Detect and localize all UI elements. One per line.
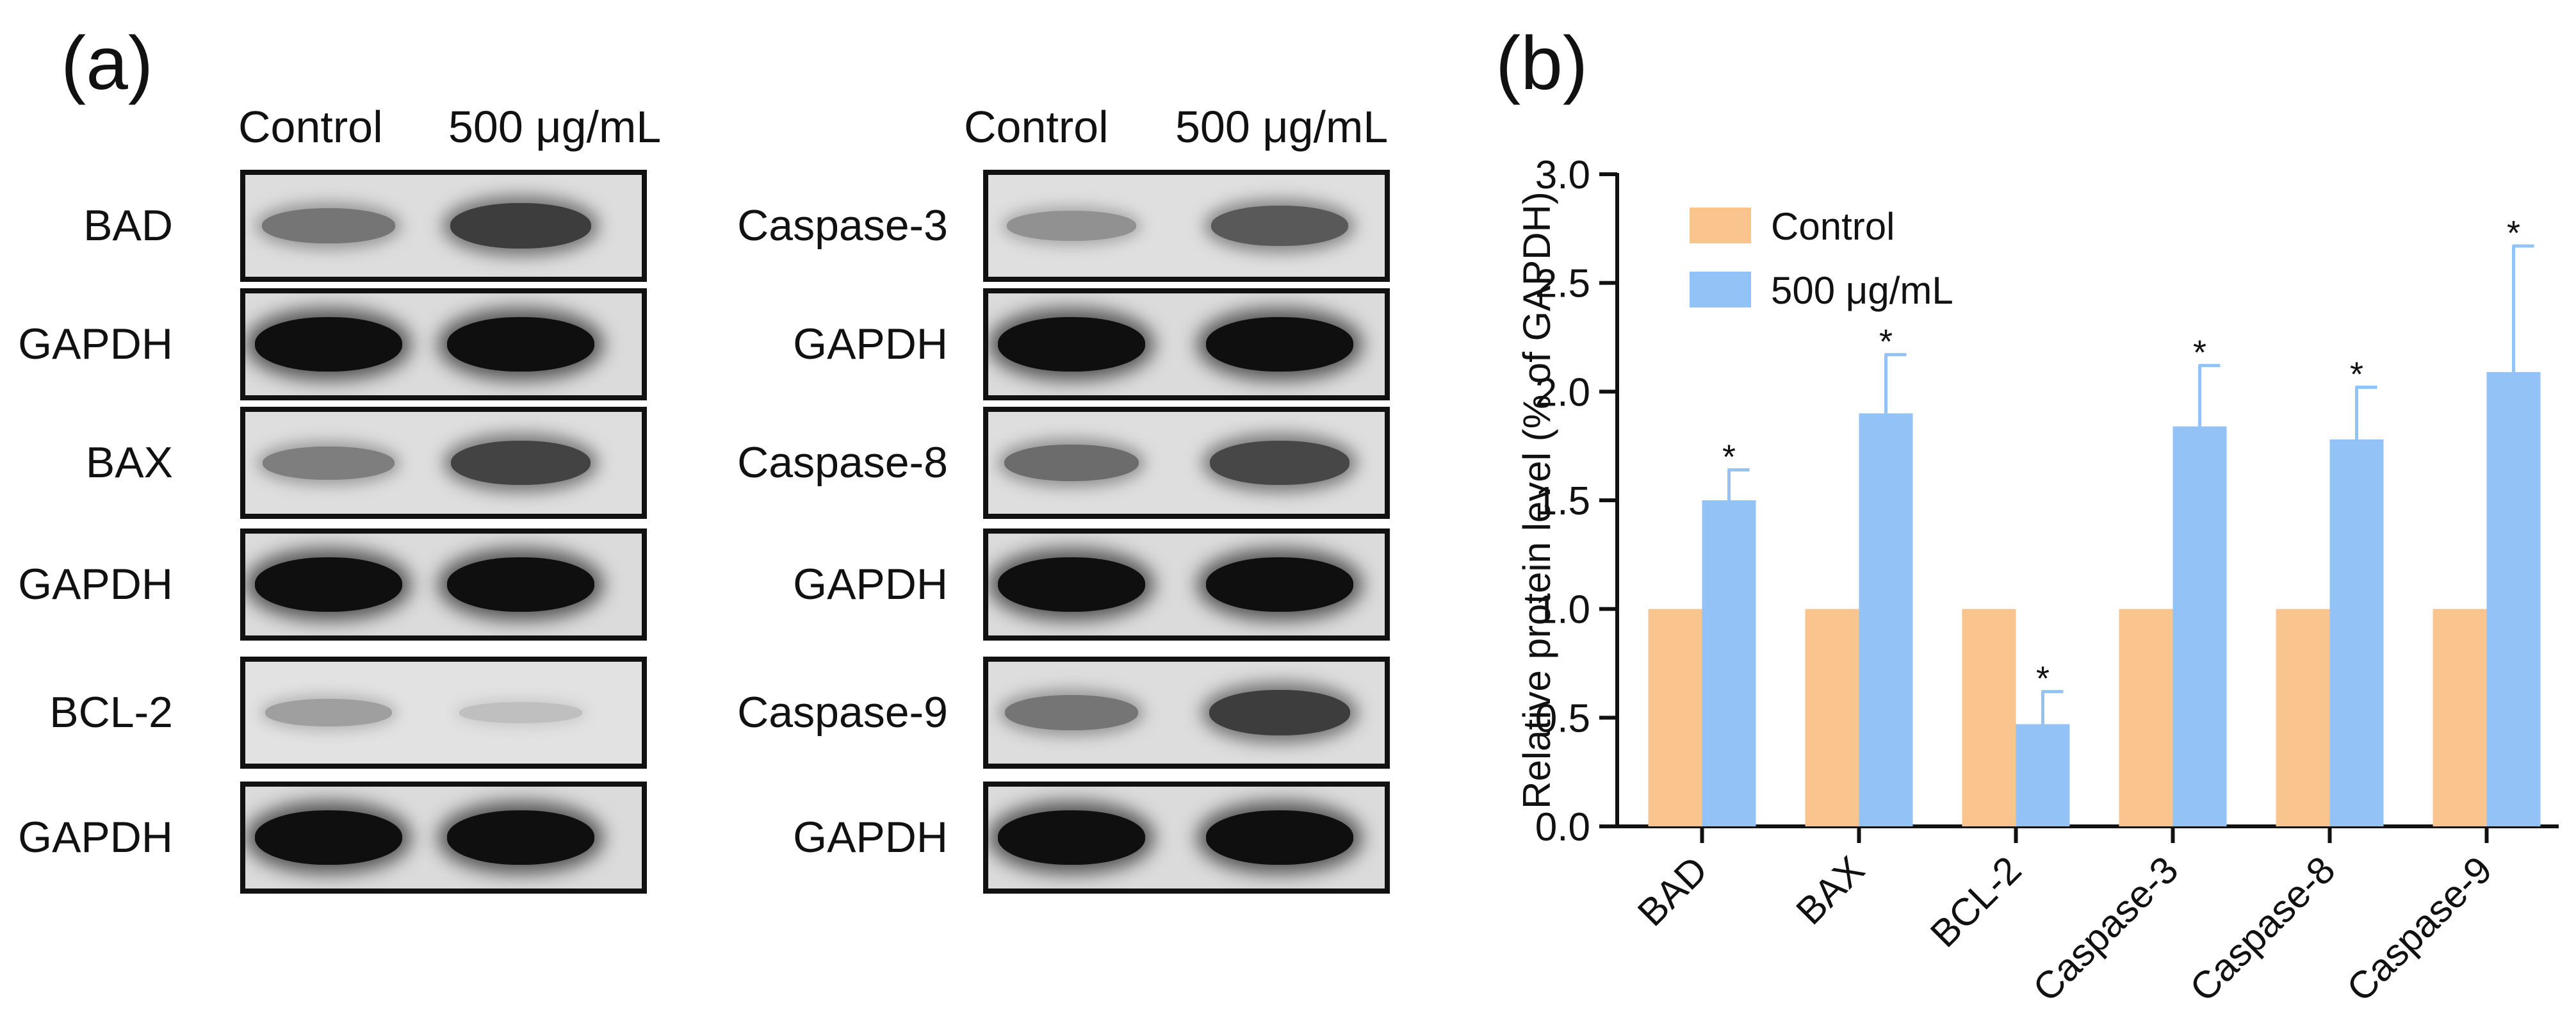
panel-b-label: (b)	[1496, 21, 1588, 106]
blot-row-label: Caspase-8	[737, 438, 948, 487]
band-control	[255, 810, 402, 865]
blot-strip	[983, 407, 1390, 519]
bar-treated	[2016, 724, 2070, 826]
blot-strip	[240, 170, 647, 282]
legend-label: Control	[1771, 205, 1895, 248]
blot-row-label: GAPDH	[18, 812, 173, 862]
y-tick-label: 1.0	[1535, 588, 1590, 632]
blot-strip	[983, 657, 1390, 769]
x-tick-label: Caspase-9	[2338, 848, 2500, 1010]
legend-swatch	[1690, 208, 1751, 243]
bar-control	[1648, 609, 1702, 826]
blot-strip	[240, 407, 647, 519]
y-tick-label: 3.0	[1535, 153, 1590, 197]
band-control	[998, 557, 1145, 612]
band-treated	[447, 810, 594, 865]
blot-strip	[240, 288, 647, 400]
blot-strip	[983, 528, 1390, 641]
significance-marker: *	[2193, 334, 2206, 372]
bar-control	[2433, 609, 2487, 826]
band-treated	[447, 557, 594, 612]
blot-strip	[983, 170, 1390, 282]
blot-row-label: Caspase-3	[737, 201, 948, 250]
x-tick-label: BCL-2	[1922, 848, 2030, 956]
band-control	[263, 446, 395, 480]
x-tick-label: BAX	[1788, 848, 1872, 933]
lane-header-treated: 500 μg/mL	[1175, 102, 1389, 152]
bar-treated	[1859, 413, 1913, 826]
band-treated	[450, 202, 591, 249]
band-treated	[1206, 557, 1353, 612]
band-control	[255, 317, 402, 372]
blot-row-label: GAPDH	[793, 559, 948, 609]
band-control	[255, 557, 402, 612]
blot-row-label: Caspase-9	[737, 687, 948, 737]
blot-strip	[240, 657, 647, 769]
blot-strip	[983, 782, 1390, 894]
blot-strip	[983, 288, 1390, 400]
y-tick-label: 2.0	[1535, 370, 1590, 414]
y-tick-label: 2.5	[1535, 262, 1590, 306]
blot-row-label: GAPDH	[793, 319, 948, 368]
legend-label: 500 μg/mL	[1771, 269, 1953, 312]
x-tick-label: BAD	[1629, 848, 1716, 935]
blot-strip	[240, 528, 647, 641]
blot-row-label: BAD	[83, 201, 173, 250]
band-control	[998, 317, 1145, 372]
blot-row-label: BCL-2	[49, 687, 173, 737]
legend-swatch	[1690, 272, 1751, 307]
band-control	[262, 208, 395, 243]
y-tick-label: 1.5	[1535, 479, 1590, 523]
bar-treated	[2172, 426, 2227, 826]
significance-marker: *	[2350, 356, 2363, 394]
band-treated	[450, 440, 591, 486]
bar-treated	[2329, 439, 2384, 826]
blot-row-label: GAPDH	[18, 319, 173, 368]
band-control	[998, 810, 1145, 865]
bar-control	[1962, 609, 2016, 826]
bar-control	[1805, 609, 1859, 826]
lane-header-treated: 500 μg/mL	[448, 102, 662, 152]
y-tick-label: 0.0	[1535, 805, 1590, 849]
band-treated	[1210, 441, 1349, 485]
significance-marker: *	[1879, 323, 1893, 361]
band-treated	[1211, 206, 1348, 246]
lane-header-control: Control	[238, 102, 383, 152]
band-treated	[1209, 689, 1350, 736]
y-tick-label: 0.5	[1535, 696, 1590, 741]
band-control	[1004, 444, 1139, 482]
x-tick-label: Caspase-3	[2025, 848, 2187, 1010]
x-tick-label: Caspase-8	[2181, 848, 2344, 1010]
significance-marker: *	[1722, 438, 1736, 476]
band-treated	[459, 702, 582, 723]
band-treated	[447, 317, 594, 372]
band-treated	[1206, 317, 1353, 372]
blot-row-label: BAX	[85, 438, 173, 487]
band-control	[265, 699, 393, 726]
band-treated	[1206, 810, 1353, 865]
blot-strip	[240, 782, 647, 894]
significance-marker: *	[2507, 214, 2520, 252]
y-axis-label: Relative protein level (% of GAPDH)	[1515, 192, 1558, 809]
lane-header-control: Control	[964, 102, 1109, 152]
significance-marker: *	[2036, 660, 2050, 698]
bar-treated	[1702, 500, 1756, 826]
band-control	[1007, 211, 1136, 241]
blot-row-label: GAPDH	[18, 559, 173, 609]
band-control	[1005, 695, 1138, 730]
bar-treated	[2486, 372, 2541, 826]
bar-control	[2119, 609, 2173, 826]
panel-a-label: (a)	[61, 21, 154, 106]
bar-control	[2276, 609, 2330, 826]
blot-row-label: GAPDH	[793, 812, 948, 862]
